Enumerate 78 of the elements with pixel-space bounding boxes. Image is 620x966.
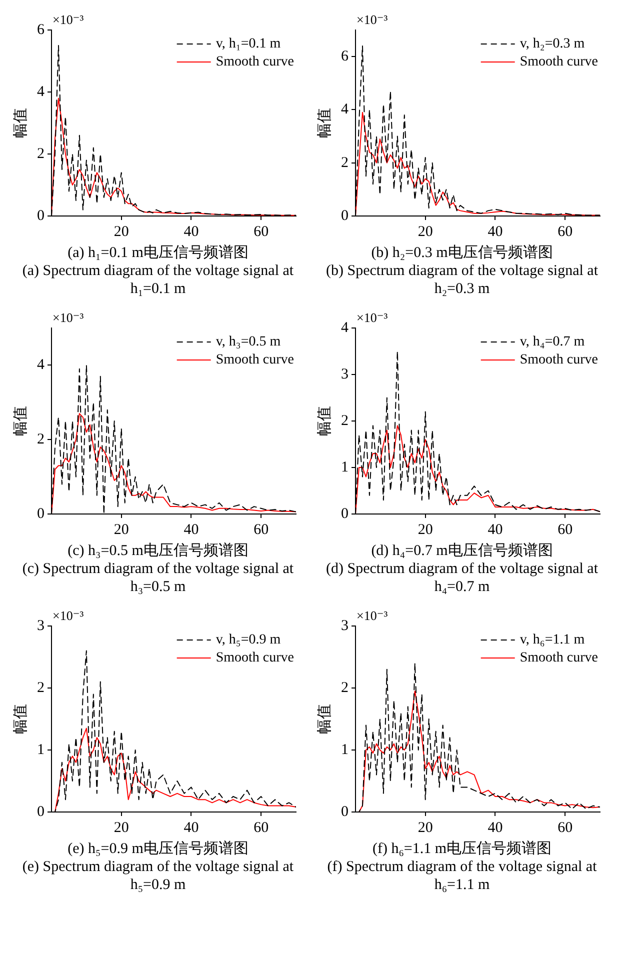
- y-tick-label: 2: [37, 680, 44, 696]
- legend-label: Smooth curve: [520, 650, 598, 666]
- y-tick-label: 6: [37, 22, 45, 38]
- x-tick-label: 20: [418, 522, 433, 538]
- x-tick-label: 40: [488, 224, 503, 240]
- y-tick-label: 0: [341, 804, 348, 820]
- legend-label: Smooth curve: [216, 54, 294, 70]
- text: (b) Spectrum diagram of the voltage signal at h₂=0.3 m: [325, 262, 599, 298]
- text: ×10⁻³: [52, 12, 84, 27]
- text: ×10⁻³: [356, 310, 388, 325]
- text: ×10⁻³: [356, 608, 388, 623]
- legend-label: Smooth curve: [216, 352, 294, 368]
- y-axis-title: 幅值: [10, 406, 29, 436]
- text: (d) Spectrum diagram of the voltage signal at h₄=0.7 m: [325, 560, 599, 596]
- text: (f) Spectrum diagram of the voltage signal at h₆=1.1 m: [326, 858, 598, 894]
- text: (a) h₁=0.1 m电压信号频谱图: [66, 244, 250, 262]
- y-tick-label: 1: [341, 742, 348, 758]
- legend-label: v, h₆=1.1 m: [520, 632, 585, 648]
- x-tick-label: 60: [558, 820, 573, 836]
- text: ×10⁻³: [52, 608, 84, 623]
- y-tick-label: 0: [341, 208, 348, 224]
- x-tick-label: 60: [254, 820, 269, 836]
- y-tick-label: 2: [341, 680, 348, 696]
- text: (d) h₄=0.7 m电压信号频谱图: [370, 542, 554, 560]
- x-tick-label: 20: [114, 224, 129, 240]
- y-tick-label: 4: [341, 320, 349, 336]
- text: (b) h₂=0.3 m电压信号频谱图: [370, 244, 554, 262]
- y-tick-label: 2: [341, 412, 348, 429]
- legend-label: v, h₃=0.5 m: [216, 334, 281, 350]
- text: ×10⁻³: [356, 12, 388, 27]
- x-tick-label: 40: [184, 820, 199, 836]
- x-tick-label: 60: [254, 224, 269, 240]
- y-tick-label: 0: [37, 208, 44, 224]
- x-tick-label: 40: [488, 522, 503, 538]
- y-axis-title: 幅值: [314, 108, 333, 138]
- legend-label: Smooth curve: [520, 54, 598, 70]
- y-axis-title: 幅值: [10, 704, 29, 734]
- y-tick-label: 3: [37, 618, 44, 634]
- x-tick-label: 20: [114, 820, 129, 836]
- text: (c) h₃=0.5 m电压信号频谱图: [66, 542, 250, 560]
- x-tick-label: 60: [254, 522, 269, 538]
- legend-label: Smooth curve: [216, 650, 294, 666]
- y-tick-label: 2: [37, 146, 44, 162]
- legend-label: v, h₅=0.9 m: [216, 632, 281, 648]
- y-tick-label: 0: [37, 804, 44, 820]
- y-tick-label: 3: [341, 618, 348, 634]
- x-tick-label: 20: [418, 224, 433, 240]
- y-axis-title: 幅值: [314, 704, 333, 734]
- x-tick-label: 20: [418, 820, 433, 836]
- y-tick-label: 2: [341, 154, 348, 171]
- y-tick-label: 6: [341, 48, 349, 65]
- x-tick-label: 60: [558, 224, 573, 240]
- legend-label: v, h₄=0.7 m: [520, 334, 585, 350]
- x-tick-label: 60: [558, 522, 573, 538]
- text: (f) h₆=1.1 m电压信号频谱图: [371, 840, 553, 858]
- y-tick-label: 4: [37, 357, 45, 374]
- legend-label: v, h₁=0.1 m: [216, 36, 281, 52]
- x-tick-label: 20: [114, 522, 129, 538]
- y-axis-title: 幅值: [314, 406, 333, 436]
- legend-label: v, h₂=0.3 m: [520, 36, 585, 52]
- y-tick-label: 0: [341, 506, 348, 522]
- text: (c) Spectrum diagram of the voltage signal at h₃=0.5 m: [21, 560, 295, 596]
- y-tick-label: 1: [341, 459, 348, 476]
- y-tick-label: 2: [37, 432, 44, 448]
- text: (a) Spectrum diagram of the voltage signal at h₁=0.1 m: [21, 262, 295, 298]
- text: (e) h₅=0.9 m电压信号频谱图: [66, 840, 250, 858]
- legend-label: Smooth curve: [520, 352, 598, 368]
- x-tick-label: 40: [184, 522, 199, 538]
- text: (e) Spectrum diagram of the voltage signal at h₅=0.9 m: [21, 858, 295, 894]
- y-tick-label: 1: [37, 742, 44, 758]
- y-tick-label: 4: [37, 84, 45, 100]
- x-tick-label: 40: [488, 820, 503, 836]
- y-axis-title: 幅值: [10, 108, 29, 138]
- y-tick-label: 0: [37, 506, 44, 522]
- x-tick-label: 40: [184, 224, 199, 240]
- y-tick-label: 3: [341, 366, 348, 382]
- text: ×10⁻³: [52, 310, 84, 325]
- y-tick-label: 4: [341, 102, 349, 118]
